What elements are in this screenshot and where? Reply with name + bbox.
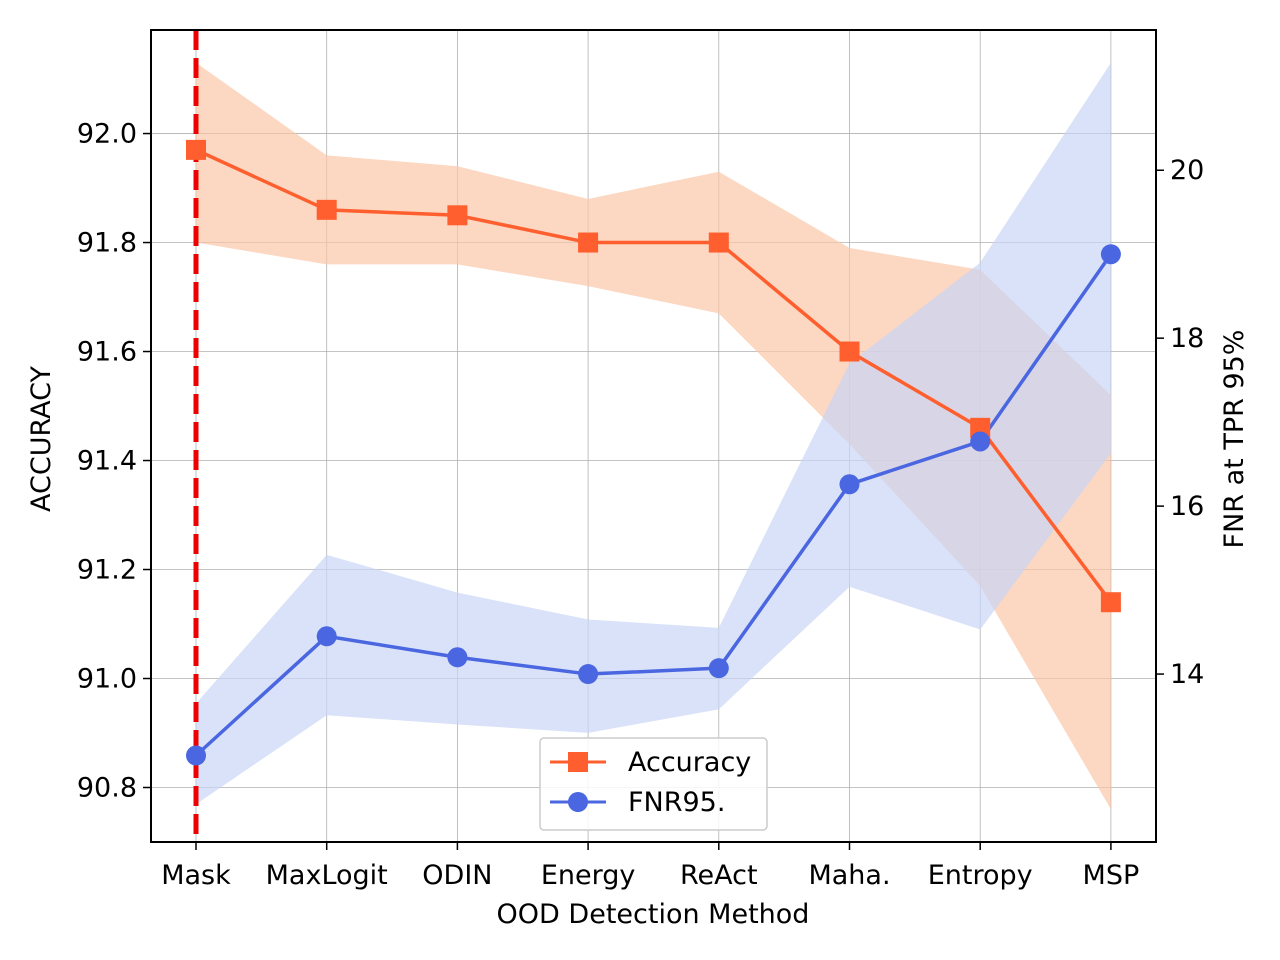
legend: Accuracy FNR95. [539,737,768,831]
accuracy-point [316,199,337,220]
x-tick-label: MaxLogit [266,860,388,891]
legend-accuracy-marker [568,752,588,772]
legend-fnr-label: FNR95. [628,787,725,818]
y-left-tick-label: 91.4 [77,446,137,477]
confidence-bands [196,62,1111,810]
y-left-tick-label: 91.6 [77,337,137,368]
accuracy-point [447,205,468,226]
accuracy-point [708,232,729,253]
x-tick-label: MSP [1083,860,1140,891]
plot-frame [150,29,1157,843]
y-right-tick-label: 16 [1170,491,1204,522]
accuracy-line [195,148,1113,604]
y-left-tick-label: 91.2 [77,555,137,586]
fnr95-point [578,664,599,685]
y-left-tick-label: 92.0 [77,119,137,150]
series-markers [186,139,1121,766]
x-tick-label: ReAct [680,860,758,891]
fnr95-point [1100,244,1121,265]
x-axis-label: OOD Detection Method [497,899,810,930]
fnr95-point [708,658,729,679]
fnr95-band [196,62,1111,805]
axis-ticks: Mask MaxLogit ODIN Energy ReAct Maha. Entropy M… [77,119,1204,891]
y-left-tick-label: 90.8 [77,773,137,804]
fnr95-point [447,647,468,668]
fnr95-point [316,626,337,647]
series-lines [194,148,1113,757]
y-left-tick-label: 91.8 [77,228,137,259]
fnr95-point [839,474,860,495]
accuracy-point [1100,592,1121,613]
x-tick-label: ODIN [422,860,492,891]
accuracy-point [578,232,599,253]
x-tick-label: Entropy [928,860,1033,891]
legend-fnr-marker [568,792,588,812]
legend-accuracy-label: Accuracy [628,747,751,778]
y-right-tick-label: 14 [1170,659,1204,690]
fnr95-point [970,431,991,452]
y-right-tick-label: 20 [1170,155,1204,186]
fnr95-line [194,253,1113,757]
x-tick-label: Energy [541,860,636,891]
accuracy-point [186,139,206,160]
y-right-tick-label: 18 [1170,323,1204,354]
y-axis-right-label: FNR at TPR 95% [1219,330,1250,549]
x-tick-label: Maha. [808,860,890,891]
accuracy-band [196,62,1111,810]
y-left-tick-label: 91.0 [77,664,137,695]
x-tick-label: Mask [161,860,231,891]
fnr95-point [186,745,206,766]
accuracy-point [839,341,860,362]
y-axis-left-label: ACCURACY [26,365,57,512]
